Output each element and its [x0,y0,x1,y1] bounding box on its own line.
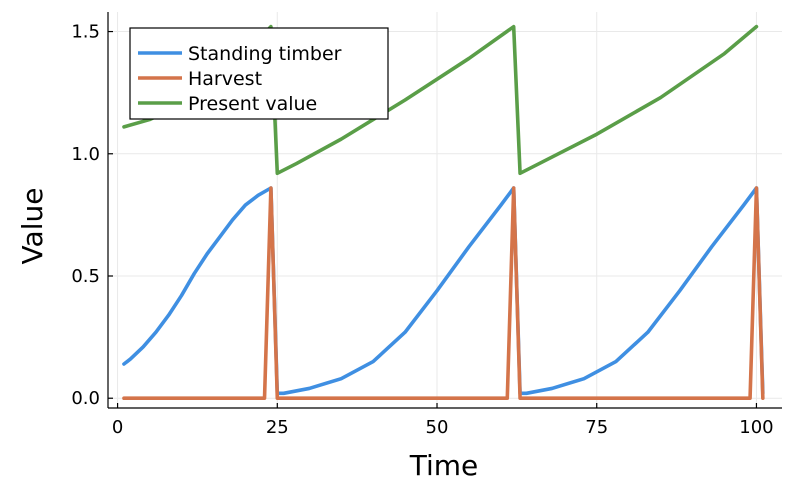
tick-labels: 0 25 50 75 100 0.0 0.5 1.0 1.5 [71,22,773,438]
y-tick-label: 0.5 [71,266,100,287]
x-tick-label: 100 [739,417,773,438]
y-axis-title: Value [16,188,49,265]
legend-label: Harvest [188,68,262,90]
x-tick-label: 75 [585,417,608,438]
legend: Standing timber Harvest Present value [129,27,389,120]
x-axis-title: Time [409,449,479,482]
x-tick-label: 50 [426,417,449,438]
y-tick-label: 1.0 [71,144,100,165]
legend-label: Present value [188,93,317,115]
series-line-harvest [122,186,765,401]
y-tick-label: 0.0 [71,388,100,409]
x-tick-label: 0 [112,417,123,438]
legend-label: Standing timber [188,43,342,65]
series-line-standing-timber [122,186,765,396]
y-tick-label: 1.5 [71,22,100,43]
x-tick-label: 25 [266,417,289,438]
axes [107,12,782,409]
